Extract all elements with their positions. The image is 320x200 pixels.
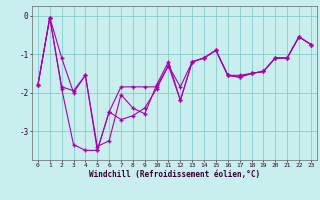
X-axis label: Windchill (Refroidissement éolien,°C): Windchill (Refroidissement éolien,°C) bbox=[89, 170, 260, 179]
